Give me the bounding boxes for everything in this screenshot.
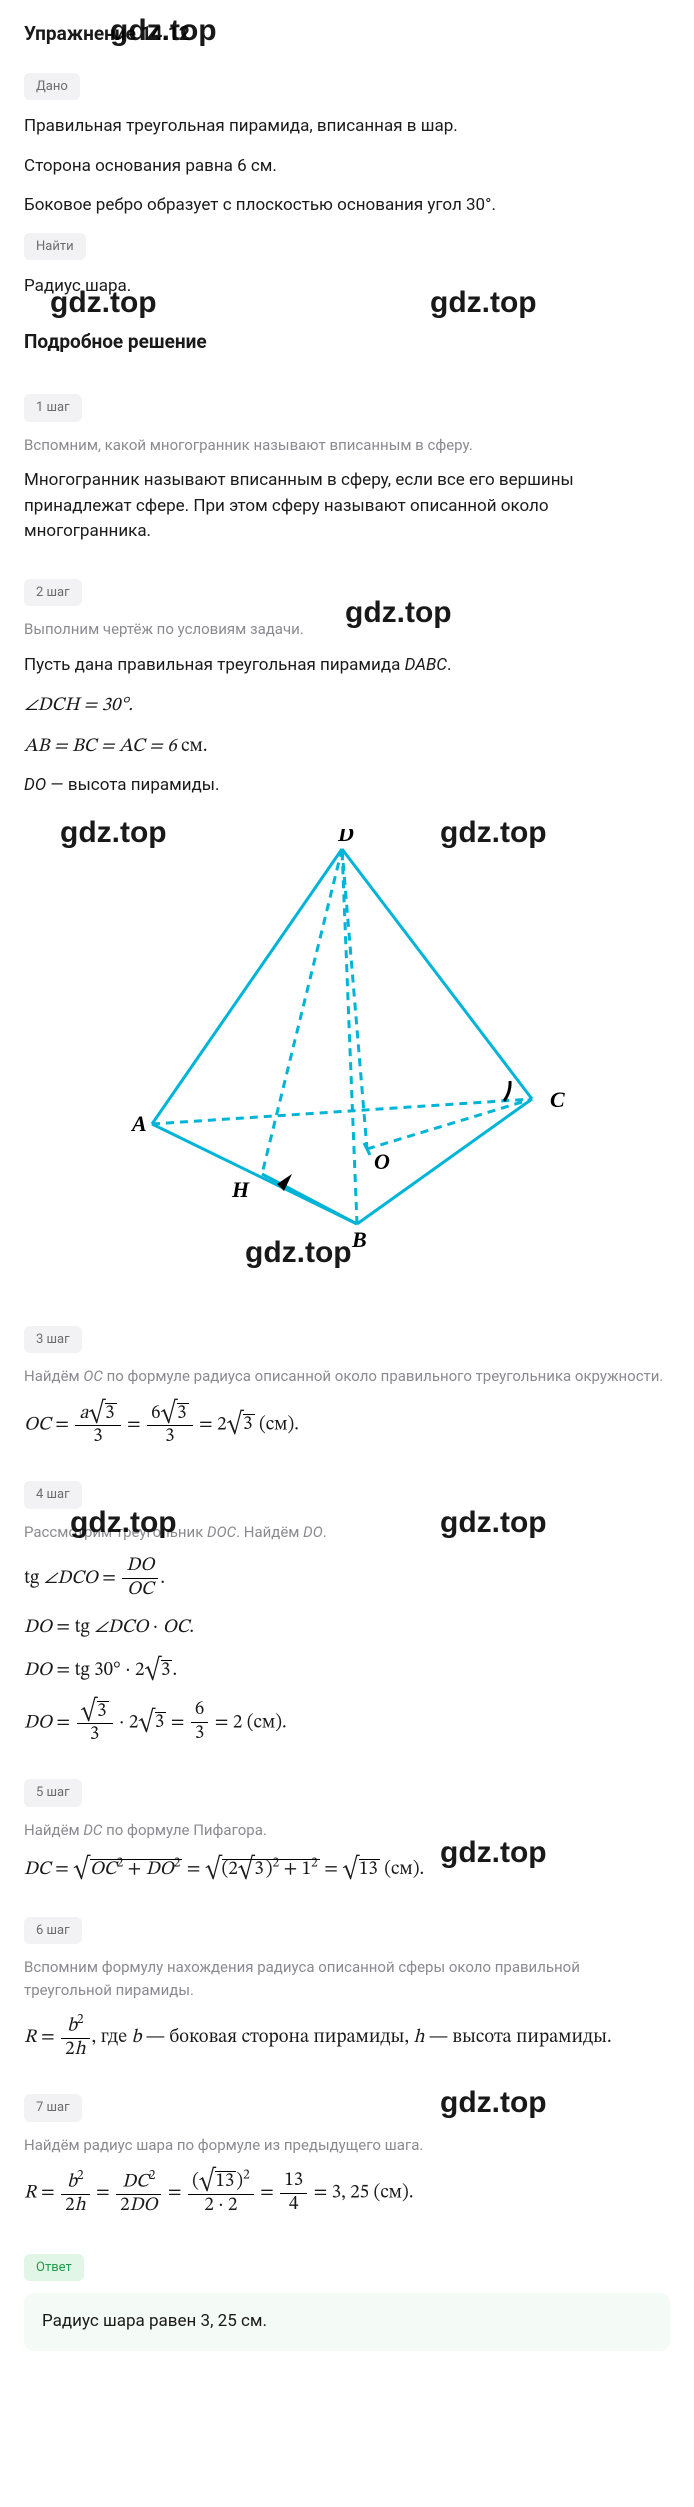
step-label: 1 шаг [24,394,82,422]
given-pill: Дано [24,73,80,101]
text-line: DO — высота пирамиды. [24,773,670,799]
svg-text:C: C [550,1087,565,1112]
svg-text:B: B [351,1227,367,1252]
svg-text:A: A [130,1111,147,1136]
text: Сторона основания равна 6 см. [24,156,277,176]
step-label: 3 шаг [24,1326,82,1354]
svg-text:H: H [231,1177,250,1202]
step-hint: Найдём OC по формуле радиуса описанной о… [24,1365,670,1388]
math-line: DO = tg 30° · 23. [24,1654,670,1686]
given-line: Боковое ребро образует с плоскостью осно… [24,193,670,219]
step-hint: Вспомним, какой многогранник называют вп… [24,434,670,457]
math-line: ∠DCH = 30°. [24,692,670,721]
text: Пусть дана правильная треугольная пирами… [24,655,405,675]
math-line: OC = a33 = 633 = 23 (см). [24,1400,670,1450]
step-label: 6 шаг [24,1917,82,1945]
given-line: Сторона основания равна 6 см. [24,154,670,180]
find-text: Радиус шара. [24,274,670,300]
math-line: DC = OC2 + DO2 = (23)2 + 12 = 13 (см). [24,1853,670,1885]
svg-text:D: D [337,829,354,846]
math-line: R = b22h, где b — боковая сторона пирами… [24,2013,670,2062]
math-line: AB = BC = AC = 6 см. [24,733,670,762]
text-line: Пусть дана правильная треугольная пирами… [24,653,670,679]
math-line: tg ∠DCO = DOOC. [24,1555,670,1602]
math-line: R = b22h = DC22DO = (13)22 · 2 = 134 = 3… [24,2168,670,2218]
given-line: Правильная треугольная пирамида, вписанн… [24,114,670,140]
step-hint: Рассмотрим треугольник DOC. Найдём DO. [24,1521,670,1544]
step-hint: Выполним чертёж по условиям задачи. [24,618,670,641]
step-hint: Найдём радиус шара по формуле из предыду… [24,2134,670,2157]
step-label: 5 шаг [24,1779,82,1807]
pyramid-diagram: D A B C O H [24,829,670,1266]
exercise-title: Упражнение 14.12 [24,20,670,49]
step-hint: Найдём DC по формуле Пифагора. [24,1819,670,1842]
find-pill: Найти [24,233,86,261]
solution-heading: Подробное решение [24,328,670,357]
answer-pill: Ответ [24,2254,84,2282]
math-line: DO = 33 · 23 = 63 = 2 (см). [24,1698,670,1748]
step-body: Многогранник называют вписанным в сферу,… [24,468,670,545]
math-inline: DABC [405,655,447,675]
math-line: DO = tg ∠DCO · OC. [24,1614,670,1643]
answer-box: Радиус шара равен 3, 25 см. [24,2293,670,2351]
step-hint: Вспомним формулу нахождения радиуса опис… [24,1956,670,2001]
svg-text:O: O [374,1149,390,1174]
step-label: 4 шаг [24,1481,82,1509]
step-label: 2 шаг [24,579,82,607]
step-label: 7 шаг [24,2094,82,2122]
